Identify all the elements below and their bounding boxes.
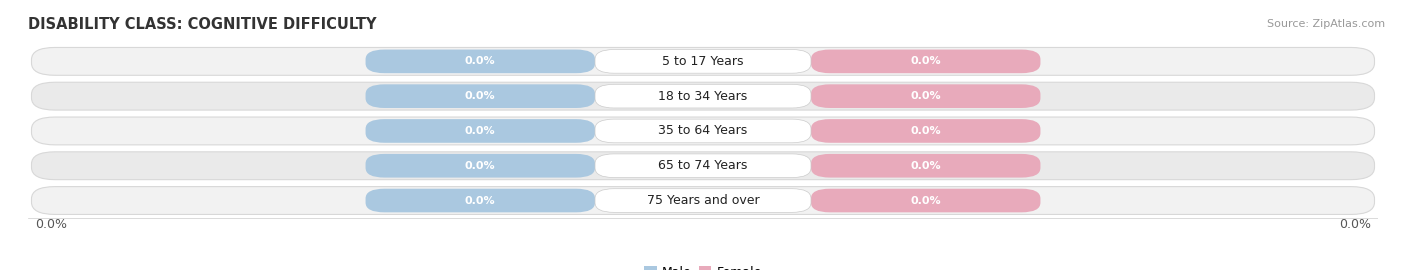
Text: 5 to 17 Years: 5 to 17 Years [662, 55, 744, 68]
Text: 0.0%: 0.0% [35, 218, 67, 231]
Text: 35 to 64 Years: 35 to 64 Years [658, 124, 748, 137]
FancyBboxPatch shape [31, 117, 1375, 145]
FancyBboxPatch shape [811, 119, 1040, 143]
FancyBboxPatch shape [595, 119, 811, 143]
FancyBboxPatch shape [595, 49, 811, 73]
Text: 0.0%: 0.0% [911, 161, 941, 171]
Text: 0.0%: 0.0% [465, 195, 495, 205]
FancyBboxPatch shape [595, 154, 811, 178]
Text: 18 to 34 Years: 18 to 34 Years [658, 90, 748, 103]
FancyBboxPatch shape [366, 119, 595, 143]
Legend: Male, Female: Male, Female [640, 261, 766, 270]
Text: Source: ZipAtlas.com: Source: ZipAtlas.com [1267, 19, 1385, 29]
Text: 0.0%: 0.0% [1339, 218, 1371, 231]
FancyBboxPatch shape [31, 48, 1375, 75]
Text: 0.0%: 0.0% [465, 126, 495, 136]
Text: 0.0%: 0.0% [911, 126, 941, 136]
FancyBboxPatch shape [366, 189, 595, 212]
FancyBboxPatch shape [811, 154, 1040, 178]
Text: 0.0%: 0.0% [465, 56, 495, 66]
FancyBboxPatch shape [366, 154, 595, 178]
Text: 0.0%: 0.0% [911, 195, 941, 205]
FancyBboxPatch shape [366, 84, 595, 108]
Text: 0.0%: 0.0% [465, 161, 495, 171]
Text: 75 Years and over: 75 Years and over [647, 194, 759, 207]
FancyBboxPatch shape [595, 189, 811, 212]
FancyBboxPatch shape [31, 187, 1375, 214]
FancyBboxPatch shape [31, 152, 1375, 180]
Text: DISABILITY CLASS: COGNITIVE DIFFICULTY: DISABILITY CLASS: COGNITIVE DIFFICULTY [28, 17, 377, 32]
FancyBboxPatch shape [595, 84, 811, 108]
FancyBboxPatch shape [366, 49, 595, 73]
FancyBboxPatch shape [31, 82, 1375, 110]
FancyBboxPatch shape [811, 49, 1040, 73]
Text: 0.0%: 0.0% [911, 56, 941, 66]
Text: 0.0%: 0.0% [465, 91, 495, 101]
Text: 0.0%: 0.0% [911, 91, 941, 101]
FancyBboxPatch shape [811, 189, 1040, 212]
Text: 65 to 74 Years: 65 to 74 Years [658, 159, 748, 172]
FancyBboxPatch shape [811, 84, 1040, 108]
